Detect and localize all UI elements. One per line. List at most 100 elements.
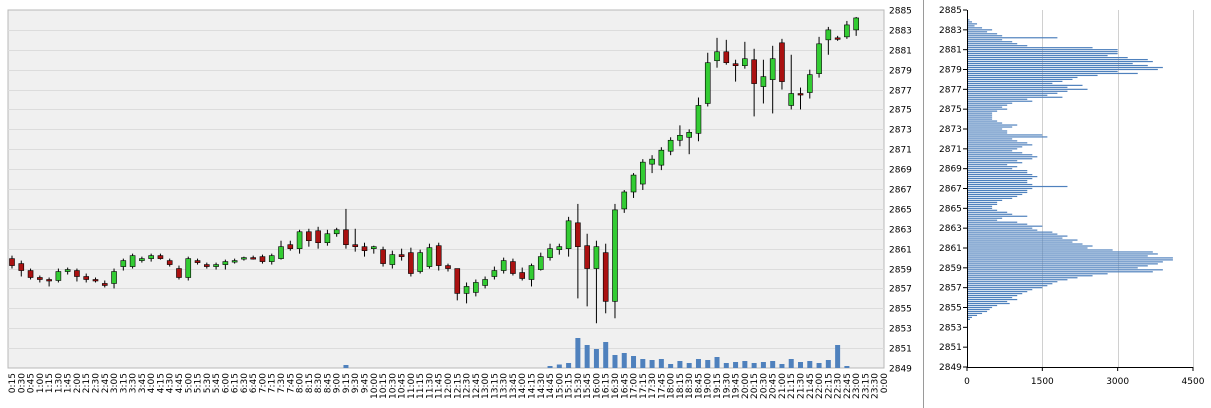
profile-bar: [967, 283, 1053, 285]
volume-bar: [621, 353, 627, 368]
profile-bar: [967, 213, 1013, 215]
profile-bar: [967, 195, 1018, 198]
profile-bar: [967, 150, 1013, 152]
x-tick-label: 16:15: [602, 373, 612, 399]
profile-bar: [967, 122, 1003, 124]
y-tick-label: 2875: [939, 105, 962, 115]
volume-bar: [668, 364, 674, 368]
profile-bar: [967, 269, 1163, 271]
volume-bar: [760, 362, 766, 368]
profile-bar: [967, 136, 1048, 138]
x-tick-label: 12:30: [463, 373, 473, 399]
profile-bar: [967, 176, 1038, 178]
profile-bar: [967, 162, 1023, 164]
volume-bar: [556, 364, 562, 368]
candle-down: [510, 261, 516, 274]
profile-bar: [967, 189, 1028, 192]
y-tick-label: 2857: [939, 284, 962, 294]
volume-bar: [695, 359, 701, 368]
profile-bar: [967, 74, 1098, 77]
profile-bars: [967, 19, 1173, 320]
y-tick-label: 2851: [889, 345, 912, 355]
x-tick-label: 7:15: [268, 373, 278, 393]
x-tick-label: 18:45: [694, 373, 704, 399]
candle-up: [769, 58, 776, 80]
profile-bar: [967, 45, 1028, 47]
candle-down: [9, 258, 15, 266]
x-tick-label: 1500: [1031, 377, 1054, 387]
candle-up: [120, 260, 127, 267]
candle-up: [148, 255, 154, 259]
x-tick-label: 14:30: [537, 373, 547, 399]
candle-down: [751, 59, 757, 84]
profile-bar: [967, 142, 1028, 144]
x-tick-label: 15:45: [583, 373, 593, 399]
x-tick-label: 12:00: [444, 373, 454, 399]
y-tick-label: 2879: [939, 66, 962, 76]
candlestick-chart: 2885 2883 2881 2879 2877 2875 2873 2871 2869 2867…: [7, 7, 912, 399]
y-tick-label: 2875: [889, 106, 912, 116]
profile-bar: [967, 58, 1148, 61]
candle-up: [621, 191, 628, 210]
x-tick-label: 11:15: [416, 373, 426, 399]
profile-bar: [967, 304, 998, 307]
candle-up: [296, 231, 303, 249]
volume-bar: [825, 360, 831, 368]
candle-down: [602, 252, 609, 302]
candle-up: [565, 220, 572, 249]
y-tick-label: 2863: [889, 226, 912, 236]
x-tick-label: 9:00: [333, 373, 343, 393]
x-tick-label: 3:30: [129, 373, 139, 393]
x-tick-label: 18:15: [676, 373, 686, 399]
x-tick-label: 23:30: [871, 373, 881, 399]
x-tick-label: 2:45: [101, 373, 111, 393]
y-tick-label: 2867: [939, 185, 962, 195]
main-gridlines: [8, 30, 884, 349]
x-tick-label: 16:30: [611, 373, 621, 399]
profile-bar: [967, 245, 1093, 247]
candle-up: [816, 43, 822, 74]
profile-bar: [967, 291, 1028, 293]
y-tick-label: 2885: [939, 6, 962, 16]
candle-up: [714, 51, 720, 62]
profile-bar: [967, 55, 1108, 57]
profile-bar: [967, 110, 998, 112]
candle-up: [612, 209, 618, 302]
y-tick-label: 2871: [939, 145, 962, 155]
profile-bar: [967, 132, 1008, 134]
volume-bar: [705, 360, 711, 368]
x-tick-label: 11:30: [425, 373, 435, 399]
profile-bar: [967, 19, 970, 21]
x-tick-label: 20:00: [741, 373, 751, 399]
y-tick-label: 2849: [939, 363, 962, 373]
x-tick-label: 6:15: [231, 373, 241, 393]
x-tick-label: 10:00: [370, 373, 380, 399]
candle-up: [129, 255, 136, 267]
profile-axes: [963, 9, 1194, 371]
candle-down: [74, 270, 80, 277]
candle-down: [287, 244, 294, 249]
candle-down: [204, 264, 210, 267]
profile-bar: [967, 49, 1118, 51]
x-tick-label: 1:45: [64, 373, 74, 393]
x-tick-label: 2:30: [91, 373, 101, 393]
candle-down: [166, 260, 173, 265]
profile-bar: [967, 177, 1033, 180]
candle-up: [704, 62, 711, 104]
profile-bar: [967, 318, 971, 320]
y-tick-label: 2867: [889, 186, 912, 196]
profile-bar: [967, 289, 1033, 291]
candle-up: [593, 246, 600, 269]
x-tick-label: 5:45: [212, 373, 222, 393]
profile-bar: [967, 277, 1078, 279]
x-tick-label: 17:45: [657, 373, 667, 399]
candle-down: [454, 268, 461, 294]
profile-bar: [967, 191, 1028, 194]
candle-up: [742, 58, 748, 66]
candle-up: [844, 24, 850, 38]
profile-bar: [967, 33, 998, 35]
y-tick-label: 2855: [939, 304, 962, 314]
candle-up: [658, 149, 665, 166]
x-tick-label: 4:00: [147, 373, 157, 393]
